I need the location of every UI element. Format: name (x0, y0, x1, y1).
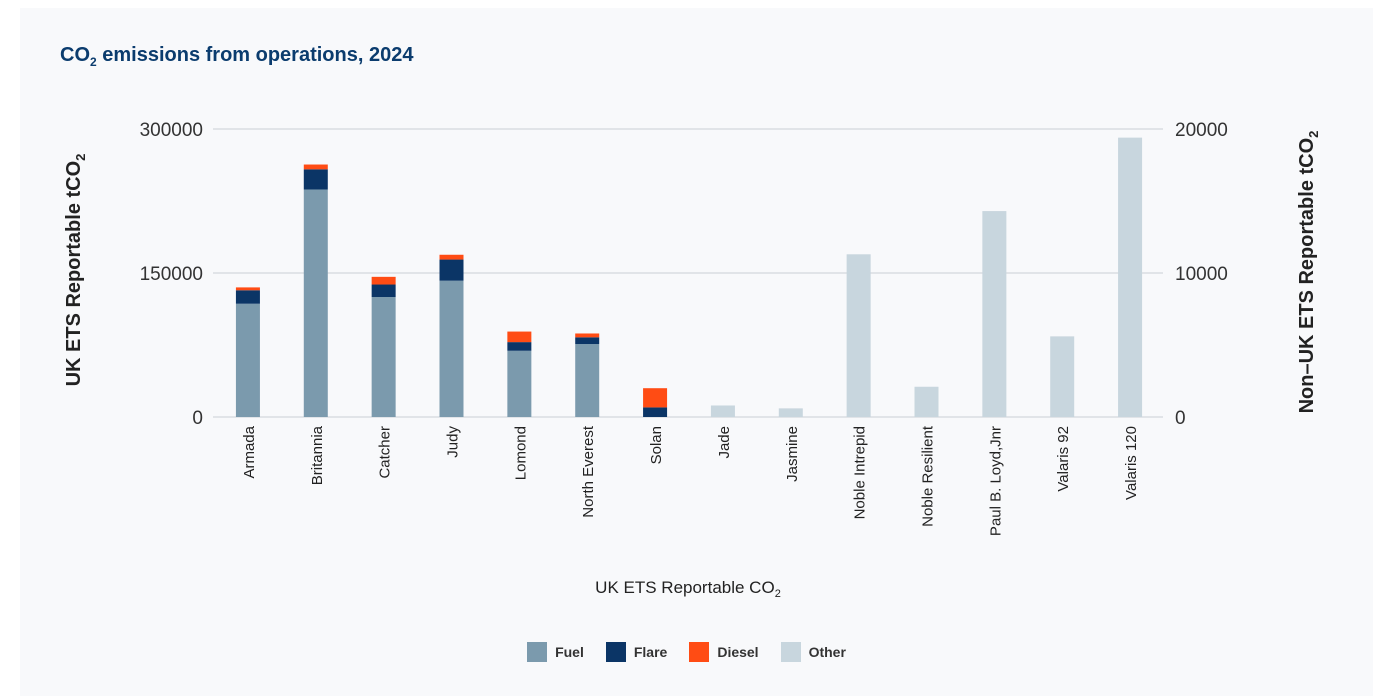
bar-fuel (575, 344, 600, 417)
bar-fuel (235, 303, 260, 417)
left-tick-label: 150000 (140, 264, 203, 285)
x-tick-label: Jade (716, 426, 733, 459)
bar-flare (507, 342, 532, 351)
right-tick-label: 20000 (1175, 120, 1228, 141)
right-tick-label: 10000 (1175, 264, 1228, 285)
bar-fuel (303, 189, 328, 417)
bar-diesel (643, 388, 668, 408)
legend-swatch (605, 642, 626, 662)
right-axis-ticks: 0 10000 20000 (1175, 120, 1228, 429)
legend-swatch (780, 642, 801, 662)
legend-label: Fuel (555, 644, 584, 660)
x-tick-label: Valaris 120 (1123, 426, 1140, 500)
x-tick-label: Lomond (512, 426, 529, 480)
bar-other (846, 254, 871, 417)
bar-diesel (303, 164, 328, 170)
legend: Fuel Flare Diesel Other (0, 642, 1373, 662)
bar-other (710, 405, 735, 417)
x-tick-label: Catcher (377, 426, 394, 479)
x-tick-label: Solan (648, 426, 665, 464)
bar-diesel (439, 254, 464, 260)
legend-swatch (689, 642, 710, 662)
bar-fuel (507, 350, 532, 417)
bar-diesel (575, 333, 600, 338)
legend-item-diesel[interactable]: Diesel (689, 642, 759, 662)
chart-svg: 0 150000 300000 0 10000 20000 Armada Britanni… (63, 120, 1321, 600)
bar-flare (575, 337, 600, 345)
bar-diesel (235, 287, 260, 291)
x-tick-label: Noble Intrepid (852, 426, 869, 519)
bar-diesel (371, 276, 396, 285)
left-axis-ticks: 0 150000 300000 (140, 120, 203, 429)
x-tick-label: Noble Resilient (920, 425, 937, 527)
x-tick-label: Jasmine (784, 426, 801, 482)
x-tick-label: Armada (241, 425, 258, 478)
bar-other (1118, 137, 1143, 417)
bar-other (1050, 336, 1075, 417)
bar-flare (439, 259, 464, 281)
x-tick-label: North Everest (580, 425, 597, 518)
bar-fuel (371, 297, 396, 417)
bar-fuel (439, 280, 464, 417)
bar-flare (235, 290, 260, 304)
left-tick-label: 0 (192, 408, 203, 429)
legend-label: Other (808, 644, 846, 660)
left-axis-label: UK ETS Reportable tCO2 (63, 154, 88, 387)
bar-diesel (507, 331, 532, 343)
legend-label: Diesel (717, 644, 759, 660)
bar-other (914, 386, 939, 417)
x-tick-label: Paul B. Loyd,Jnr (987, 426, 1004, 536)
right-axis-label: Non–UK ETS Reportable tCO2 (1296, 131, 1321, 414)
x-axis-labels: Armada Britannia Catcher Judy Lomond North Ev… (241, 425, 1140, 536)
legend-label: Flare (633, 644, 668, 660)
gridlines (213, 128, 1163, 418)
legend-swatch (527, 642, 548, 662)
legend-item-fuel[interactable]: Fuel (527, 642, 584, 662)
bar-flare (643, 407, 668, 417)
legend-item-other[interactable]: Other (780, 642, 846, 662)
bar-flare (303, 169, 328, 190)
x-axis-title: UK ETS Reportable CO2 (595, 578, 781, 600)
x-tick-label: Valaris 92 (1055, 426, 1072, 492)
bars (235, 137, 1143, 417)
x-tick-label: Judy (445, 426, 462, 458)
bar-other (778, 408, 803, 417)
chart-title: CO2 emissions from operations, 2024 (60, 44, 414, 69)
legend-item-flare[interactable]: Flare (605, 642, 668, 662)
bar-other (982, 211, 1007, 417)
left-tick-label: 300000 (140, 120, 203, 141)
bar-flare (371, 284, 396, 297)
right-tick-label: 0 (1175, 408, 1186, 429)
x-tick-label: Britannia (309, 425, 326, 485)
